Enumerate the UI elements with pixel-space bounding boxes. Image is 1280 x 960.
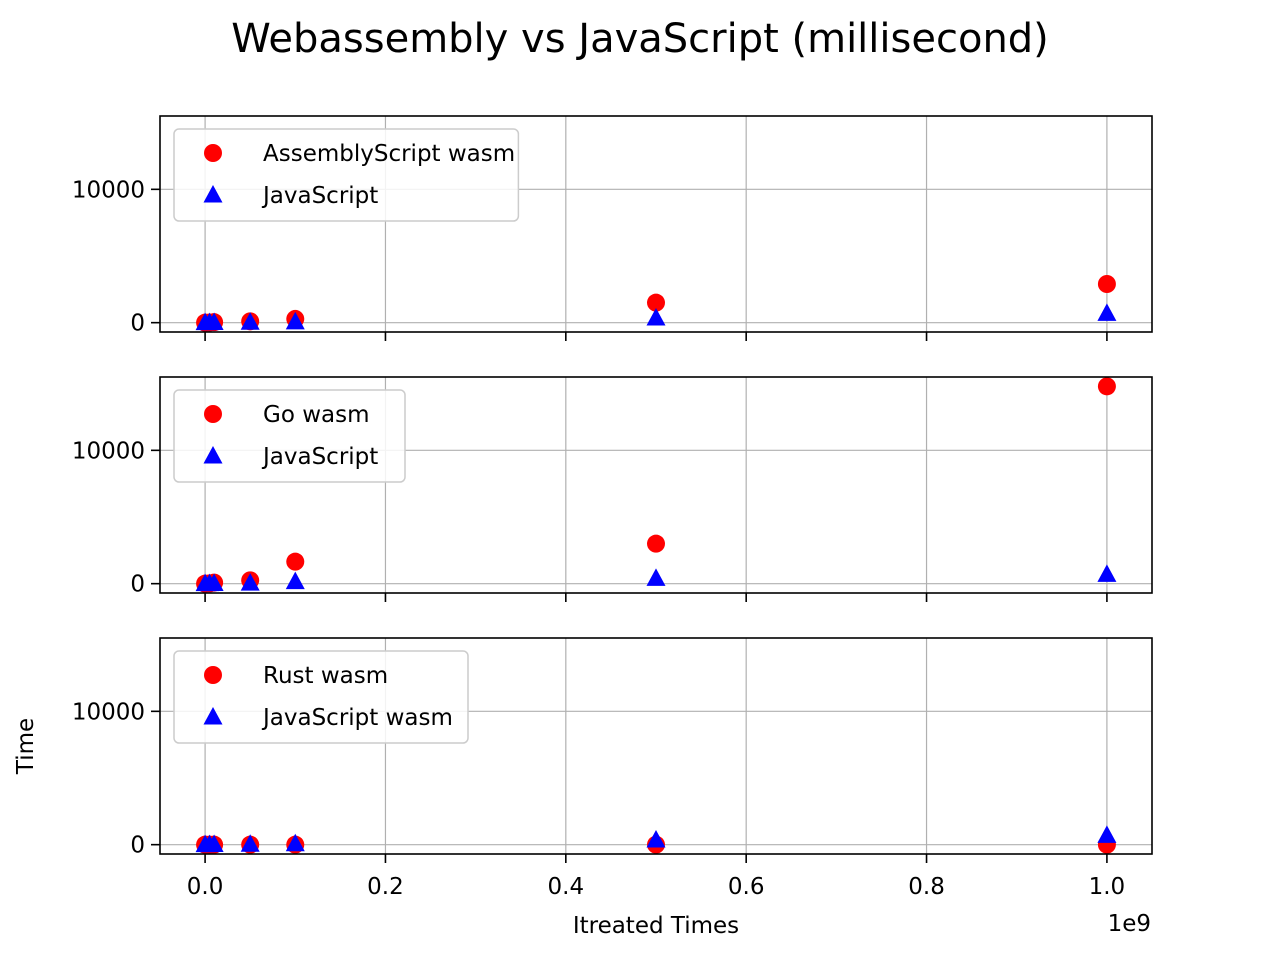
legend: AssemblyScript wasm JavaScript <box>173 128 520 222</box>
data-point-triangle <box>240 834 260 852</box>
data-point-triangle <box>1097 303 1117 321</box>
legend-marker-triangle <box>203 185 223 203</box>
y-tick-label: 0 <box>130 833 145 859</box>
legend-label: Go wasm <box>263 402 370 428</box>
panel-1: 0 10000 AssemblyScript wasm JavaScript <box>72 115 1153 341</box>
data-point-circle <box>647 293 665 312</box>
data-point-triangle <box>285 311 305 330</box>
legend-label: JavaScript wasm <box>261 705 453 731</box>
data-point-triangle <box>204 573 224 592</box>
series-2 <box>195 825 1117 853</box>
legend-marker-triangle <box>203 707 223 725</box>
legend-marker-circle <box>204 405 222 423</box>
x-tick-label: 0.0 <box>187 874 224 900</box>
legend-box <box>173 650 469 744</box>
legend-box <box>173 128 520 222</box>
axes-frame <box>159 376 1153 594</box>
data-point-circle <box>286 552 305 571</box>
x-tick-label: 0.2 <box>367 874 404 900</box>
data-point-triangle <box>646 308 666 326</box>
x-tick-label: 1.0 <box>1089 874 1126 900</box>
y-tick-label: 10000 <box>72 699 145 725</box>
x-axis-label: Itreated Times <box>573 913 739 939</box>
legend: Go wasm JavaScript <box>173 389 406 483</box>
data-point-triangle <box>285 571 305 590</box>
legend-label: JavaScript <box>261 183 378 209</box>
x-tick-label: 0.4 <box>548 874 585 900</box>
y-tick-label: 10000 <box>72 438 145 464</box>
data-point-triangle <box>646 830 666 848</box>
axes-frame <box>159 637 1153 855</box>
panel-2: 0 10000 Go wasm JavaScript <box>72 376 1153 602</box>
x-tick-label: 0.6 <box>728 874 765 900</box>
legend-label: JavaScript <box>261 444 378 470</box>
x-tick-label: 0.8 <box>908 874 945 900</box>
data-point-circle <box>1097 377 1116 396</box>
data-point-circle <box>647 534 665 553</box>
data-point-triangle <box>240 312 260 330</box>
data-point-triangle <box>1097 825 1117 843</box>
legend-label: Rust wasm <box>263 663 388 689</box>
panel-3: 0.0 0.2 0.4 0.6 0.8 1.0 0 10000 Rust wasm JavaScr… <box>72 637 1153 900</box>
data-point-circle <box>1097 275 1116 293</box>
data-point-triangle <box>204 834 224 853</box>
legend-marker-circle <box>204 666 222 684</box>
y-tick-label: 10000 <box>72 177 145 203</box>
data-point-triangle <box>646 568 666 586</box>
legend: Rust wasm JavaScript wasm <box>173 650 469 744</box>
panels: 0 10000 AssemblyScript wasm JavaScript 0 1000… <box>72 115 1153 900</box>
legend-label: AssemblyScript wasm <box>263 141 515 167</box>
series-2 <box>195 303 1117 331</box>
y-tick-label: 0 <box>130 572 145 598</box>
x-offset-label: 1e9 <box>1108 911 1151 937</box>
y-axis-label: Time <box>13 718 39 775</box>
legend-box <box>173 389 406 483</box>
data-point-triangle <box>204 312 224 331</box>
y-tick-label: 0 <box>130 311 145 337</box>
chart-title: Webassembly vs JavaScript (millisecond) <box>231 16 1049 62</box>
legend-marker-circle <box>204 144 222 162</box>
axes-frame <box>159 115 1153 333</box>
series-2 <box>195 564 1117 592</box>
data-point-triangle <box>1097 564 1117 582</box>
legend-marker-triangle <box>203 446 223 464</box>
data-point-triangle <box>285 833 305 852</box>
data-point-triangle <box>240 573 260 591</box>
